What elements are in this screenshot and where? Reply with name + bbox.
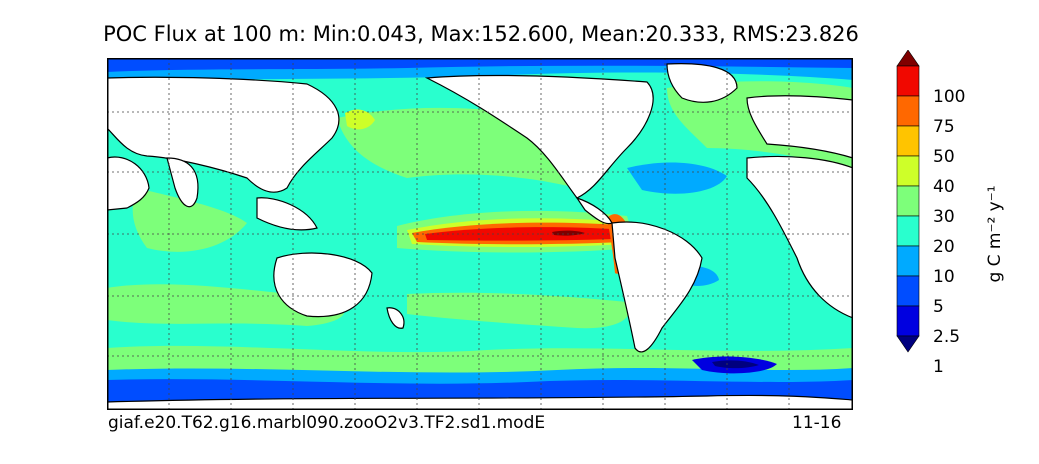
colorbar-unit-label: g C m⁻² y⁻¹ bbox=[985, 185, 1005, 283]
colorbar-extend-max bbox=[896, 50, 920, 67]
colorbar-tick-1: 1 bbox=[933, 357, 944, 377]
land-nz bbox=[386, 307, 405, 329]
colorbar-tick-5: 5 bbox=[933, 297, 944, 317]
colorbar-tick-75: 75 bbox=[933, 117, 955, 137]
run-name-caption: giaf.e20.T62.g16.marbl090.zooO2v3.TF2.sd… bbox=[108, 413, 546, 433]
land-antarctica bbox=[107, 394, 853, 410]
colorbar-extend-min bbox=[896, 335, 920, 353]
land-india bbox=[166, 157, 199, 208]
colorbar-segment bbox=[896, 215, 920, 247]
eq-pacific-maroon bbox=[552, 230, 585, 236]
land-europe bbox=[746, 95, 853, 159]
colorbar-tick-10: 10 bbox=[933, 267, 955, 287]
indian-ocean-green bbox=[132, 188, 247, 252]
colorbar-tick-100: 100 bbox=[933, 87, 966, 107]
colorbar-tick-50: 50 bbox=[933, 147, 955, 167]
colorbar bbox=[896, 50, 920, 353]
colorbar-tick-40: 40 bbox=[933, 177, 955, 197]
land-se-asia bbox=[256, 197, 318, 231]
arctic-deep-blue bbox=[107, 58, 853, 72]
colorbar-segment bbox=[896, 305, 920, 337]
colorbar-tick-20: 20 bbox=[933, 237, 955, 257]
land-north-america bbox=[424, 74, 654, 199]
land-africa bbox=[107, 156, 150, 211]
eq-pacific-red bbox=[425, 227, 614, 241]
colorbar-tick-30: 30 bbox=[933, 207, 955, 227]
colorbar-segment bbox=[896, 155, 920, 187]
land-australia bbox=[273, 252, 373, 318]
land-africa-east bbox=[746, 155, 853, 319]
kuroshio-yellow bbox=[345, 109, 375, 130]
land-masses bbox=[107, 63, 853, 410]
colorbar-tick-2-5: 2.5 bbox=[933, 327, 961, 347]
colorbar-segment bbox=[896, 275, 920, 307]
south-pacific-green bbox=[407, 292, 630, 329]
map-frame bbox=[107, 58, 853, 410]
sargasso-blue bbox=[627, 162, 727, 194]
plot-title: POC Flux at 100 m: Min:0.043, Max:152.60… bbox=[103, 22, 859, 46]
colorbar-segment bbox=[896, 65, 920, 97]
poc-flux-map bbox=[107, 58, 853, 410]
land-greenland bbox=[666, 63, 738, 103]
colorbar-segment bbox=[896, 185, 920, 217]
date-range-caption: 11-16 bbox=[792, 413, 842, 433]
colorbar-segment bbox=[896, 245, 920, 277]
land-south-america bbox=[611, 221, 703, 353]
colorbar-segment bbox=[896, 95, 920, 127]
colorbar-segment bbox=[896, 125, 920, 157]
lat-lon-grid bbox=[107, 58, 853, 410]
weddell-navy bbox=[712, 360, 759, 369]
